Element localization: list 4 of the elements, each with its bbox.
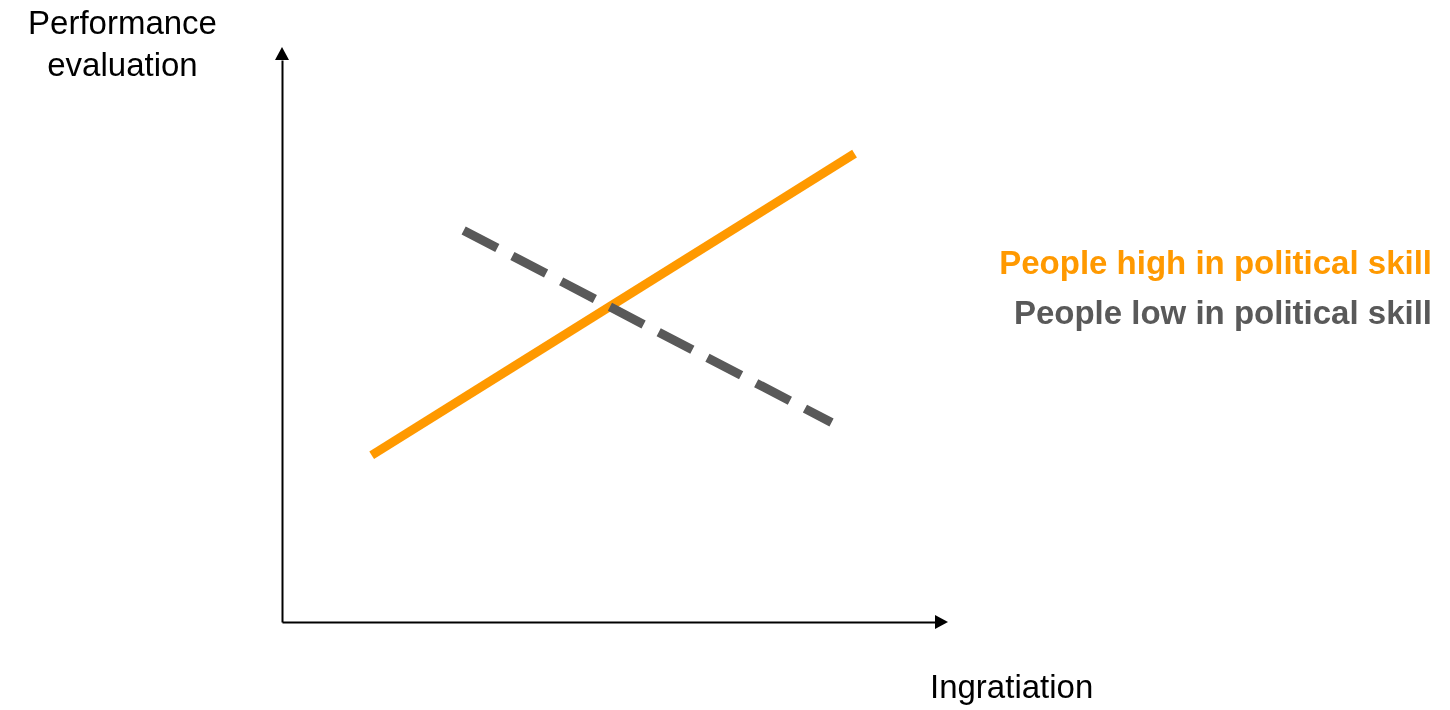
y-axis-title: Performance evaluation [27, 3, 218, 85]
text: People low in political skill [1012, 293, 1432, 333]
text: People high in political skill [999, 243, 1432, 283]
x-axis-title: Ingratiation [930, 668, 1094, 706]
